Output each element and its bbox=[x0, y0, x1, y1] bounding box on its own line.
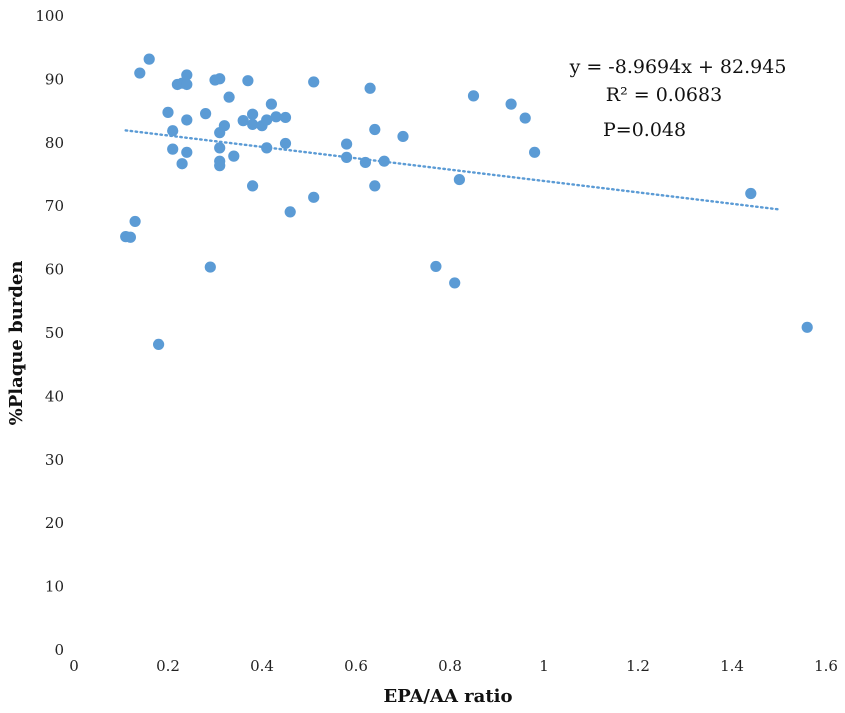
x-tick-label: 0 bbox=[69, 657, 79, 675]
data-point bbox=[181, 114, 193, 126]
y-tick-label: 30 bbox=[45, 451, 64, 469]
x-axis-title: EPA/AA ratio bbox=[384, 686, 513, 707]
data-point bbox=[124, 231, 136, 243]
y-tick-label: 90 bbox=[45, 70, 64, 88]
data-point bbox=[261, 142, 273, 154]
x-tick-label: 0.2 bbox=[156, 657, 180, 675]
data-point bbox=[279, 137, 292, 150]
data-point bbox=[284, 206, 296, 218]
data-point bbox=[167, 143, 179, 155]
data-point bbox=[214, 142, 226, 154]
data-point bbox=[341, 151, 353, 163]
data-point bbox=[162, 106, 174, 118]
y-tick-label: 20 bbox=[45, 514, 64, 532]
data-point bbox=[214, 160, 226, 172]
data-point bbox=[247, 108, 259, 120]
data-point bbox=[378, 155, 390, 167]
data-point bbox=[223, 91, 235, 103]
data-point bbox=[467, 90, 480, 102]
x-tick-label: 0.8 bbox=[438, 657, 462, 675]
data-point bbox=[529, 146, 541, 158]
data-point bbox=[143, 53, 155, 65]
y-tick-label: 50 bbox=[45, 324, 64, 342]
data-point bbox=[261, 114, 273, 126]
data-point bbox=[134, 67, 146, 79]
x-tick-label: 1 bbox=[539, 657, 549, 675]
y-tick-label: 0 bbox=[54, 641, 64, 659]
data-point bbox=[218, 120, 230, 132]
y-tick-label: 80 bbox=[45, 134, 64, 152]
trendline bbox=[124, 129, 781, 211]
data-point bbox=[181, 146, 193, 158]
data-point bbox=[129, 215, 141, 228]
data-point bbox=[237, 115, 249, 127]
data-point bbox=[214, 73, 226, 85]
data-point bbox=[181, 69, 193, 81]
data-point bbox=[430, 260, 442, 273]
data-point bbox=[153, 338, 165, 351]
data-point bbox=[364, 82, 376, 94]
y-tick-labels: 0 10 20 30 40 50 60 70 80 90 100 bbox=[35, 7, 64, 659]
data-point bbox=[308, 191, 320, 203]
data-point bbox=[369, 180, 381, 192]
y-tick-label: 100 bbox=[35, 7, 64, 25]
data-point bbox=[242, 75, 254, 87]
data-point bbox=[801, 321, 813, 333]
data-point bbox=[745, 187, 757, 200]
data-point bbox=[341, 138, 353, 150]
data-point bbox=[397, 130, 409, 143]
data-point bbox=[519, 112, 531, 124]
data-point bbox=[167, 125, 179, 137]
y-tick-label: 70 bbox=[45, 197, 64, 215]
regression-equation: y = -8.9694x + 82.945 bbox=[569, 56, 787, 78]
data-point bbox=[359, 156, 371, 169]
p-value-label: P=0.048 bbox=[603, 119, 686, 141]
data-point bbox=[369, 123, 381, 136]
data-point bbox=[279, 111, 292, 124]
y-tick-label: 10 bbox=[45, 578, 64, 596]
data-point bbox=[181, 78, 193, 91]
data-point bbox=[449, 277, 461, 289]
x-tick-label: 1.6 bbox=[814, 657, 838, 675]
data-point bbox=[505, 98, 517, 110]
data-point bbox=[228, 150, 240, 162]
data-point bbox=[453, 173, 465, 186]
x-tick-label: 0.6 bbox=[344, 657, 368, 675]
r-squared-label: R² = 0.0683 bbox=[606, 84, 722, 106]
data-point bbox=[308, 76, 320, 88]
data-point bbox=[247, 180, 259, 192]
x-tick-label: 1.4 bbox=[720, 657, 744, 675]
x-tick-label: 1.2 bbox=[626, 657, 650, 675]
y-tick-label: 40 bbox=[45, 387, 64, 405]
y-axis-title: %Plaque burden bbox=[6, 261, 27, 426]
data-point bbox=[270, 111, 282, 123]
data-point bbox=[265, 98, 277, 110]
data-point bbox=[200, 108, 212, 120]
y-tick-label: 60 bbox=[45, 261, 64, 279]
data-points bbox=[120, 53, 813, 351]
x-tick-labels: 0 0.2 0.4 0.6 0.8 1 1.2 1.4 1.6 bbox=[69, 657, 838, 675]
x-tick-label: 0.4 bbox=[250, 657, 274, 675]
data-point bbox=[176, 158, 188, 170]
data-point bbox=[247, 118, 259, 131]
data-point bbox=[204, 261, 216, 273]
